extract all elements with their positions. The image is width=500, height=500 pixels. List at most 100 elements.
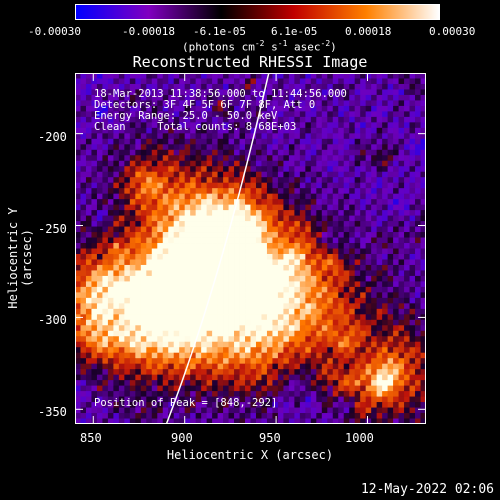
heatmap-cell — [113, 221, 120, 227]
heatmap-cell — [206, 89, 213, 96]
heatmap-cell — [277, 215, 284, 222]
heatmap-cell — [310, 352, 317, 359]
heatmap-cell — [118, 369, 125, 376]
heatmap-cell — [409, 336, 416, 343]
heatmap-cell — [343, 297, 350, 304]
heatmap-cell — [234, 160, 240, 167]
heatmap-cell — [91, 391, 98, 397]
heatmap-cell — [305, 199, 312, 206]
heatmap-cell — [113, 177, 120, 184]
heatmap-cell — [376, 111, 383, 118]
heatmap-cell — [294, 127, 301, 134]
heatmap-cell — [294, 264, 301, 271]
heatmap-cell — [206, 221, 213, 227]
heatmap-cell — [288, 380, 295, 387]
heatmap-cell — [113, 144, 120, 151]
heatmap-cell — [162, 363, 169, 370]
heatmap-cell — [212, 407, 218, 414]
heatmap-cell — [228, 215, 235, 222]
heatmap-cell — [80, 105, 87, 112]
heatmap-cell — [332, 330, 339, 337]
heatmap-cell — [190, 100, 197, 107]
heatmap-cell — [124, 363, 131, 370]
heatmap-cell — [272, 210, 279, 216]
heatmap-cell — [162, 177, 169, 184]
heatmap-cell — [349, 418, 356, 424]
heatmap-cell — [206, 116, 213, 123]
heatmap-cell — [338, 303, 345, 310]
heatmap-cell — [217, 94, 224, 101]
heatmap-cell — [239, 396, 246, 403]
heatmap-cell — [283, 127, 290, 134]
heatmap-cell — [299, 160, 306, 167]
heatmap-cell — [294, 385, 301, 392]
heatmap-cell — [140, 374, 147, 381]
heatmap-cell — [250, 116, 257, 123]
heatmap-cell — [80, 149, 87, 156]
heatmap-cell — [420, 177, 426, 184]
heatmap-cell — [173, 166, 180, 173]
heatmap-cell — [206, 319, 213, 326]
heatmap-cell — [162, 160, 169, 167]
heatmap-cell — [310, 188, 317, 195]
heatmap-cell — [217, 407, 224, 414]
heatmap-cell — [393, 418, 399, 424]
heatmap-cell — [206, 264, 213, 271]
heatmap-cell — [223, 160, 229, 167]
heatmap-cell — [85, 418, 92, 424]
heatmap-cell — [283, 248, 290, 255]
heatmap-cell — [239, 341, 246, 348]
heatmap-cell — [113, 308, 120, 315]
heatmap-cell — [310, 413, 317, 419]
heatmap-cell — [349, 89, 356, 96]
heatmap-cell — [266, 303, 273, 310]
heatmap-cell — [371, 308, 378, 315]
heatmap-cell — [327, 155, 334, 162]
heatmap-cell — [212, 177, 218, 184]
heatmap-cell — [85, 160, 92, 167]
heatmap-cell — [327, 232, 334, 238]
heatmap-cell — [288, 308, 295, 315]
heatmap-cell — [316, 270, 323, 277]
heatmap-cell — [398, 407, 405, 414]
heatmap-cell — [118, 199, 125, 206]
heatmap-cell — [321, 347, 328, 354]
heatmap-cell — [228, 413, 235, 419]
heatmap-cell — [277, 155, 284, 162]
heatmap-cell — [360, 127, 367, 134]
heatmap-cell — [212, 166, 218, 173]
heatmap-cell — [255, 237, 262, 244]
heatmap-cell — [382, 275, 389, 282]
heatmap-cell — [255, 100, 262, 107]
heatmap-cell — [404, 308, 410, 315]
heatmap-cell — [173, 297, 180, 304]
heatmap-cell — [157, 402, 164, 408]
heatmap-cell — [338, 166, 345, 173]
heatmap-cell — [129, 253, 136, 260]
heatmap-cell — [228, 374, 235, 381]
heatmap-cell — [206, 243, 213, 249]
heatmap-cell — [266, 253, 273, 260]
heatmap-cell — [294, 286, 301, 293]
heatmap-cell — [310, 221, 317, 227]
heatmap-cell — [168, 303, 175, 310]
heatmap-cell — [107, 264, 114, 271]
heatmap-cell — [277, 341, 284, 348]
heatmap-cell — [190, 319, 197, 326]
heatmap-cell — [266, 341, 273, 348]
heatmap-cell — [404, 133, 410, 140]
heatmap-cell — [393, 259, 399, 266]
heatmap-cell — [124, 341, 131, 348]
heatmap-cell — [294, 138, 301, 145]
heatmap-cell — [387, 199, 394, 206]
heatmap-cell — [157, 352, 164, 359]
heatmap-cell — [129, 243, 136, 249]
heatmap-cell — [135, 89, 142, 96]
heatmap-cell — [223, 138, 229, 145]
heatmap-cell — [201, 138, 208, 145]
heatmap-cell — [91, 89, 98, 96]
heatmap-cell — [277, 100, 284, 107]
heatmap-cell — [382, 182, 389, 189]
heatmap-cell — [420, 149, 426, 156]
heatmap-cell — [420, 341, 426, 348]
